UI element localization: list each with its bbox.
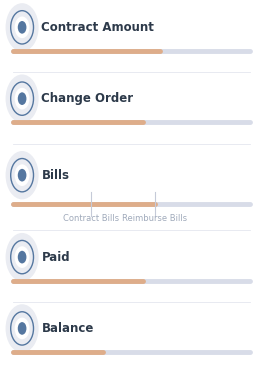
Circle shape <box>18 251 27 263</box>
Circle shape <box>15 164 30 186</box>
Text: Contract Amount: Contract Amount <box>42 21 154 34</box>
Text: Change Order: Change Order <box>42 92 134 105</box>
Circle shape <box>5 74 39 123</box>
Text: Contract Bills: Contract Bills <box>63 214 119 223</box>
Circle shape <box>5 233 39 281</box>
Text: Paid: Paid <box>42 251 70 264</box>
Text: Balance: Balance <box>42 322 94 335</box>
Circle shape <box>18 322 27 335</box>
Circle shape <box>15 16 30 38</box>
Circle shape <box>15 88 30 109</box>
Circle shape <box>5 304 39 353</box>
Text: Bills: Bills <box>42 169 69 182</box>
Circle shape <box>18 21 27 34</box>
Circle shape <box>18 169 27 182</box>
Circle shape <box>18 92 27 105</box>
Circle shape <box>5 3 39 52</box>
Circle shape <box>15 318 30 339</box>
Text: Reimburse Bills: Reimburse Bills <box>122 214 187 223</box>
Circle shape <box>5 151 39 200</box>
Circle shape <box>15 246 30 268</box>
